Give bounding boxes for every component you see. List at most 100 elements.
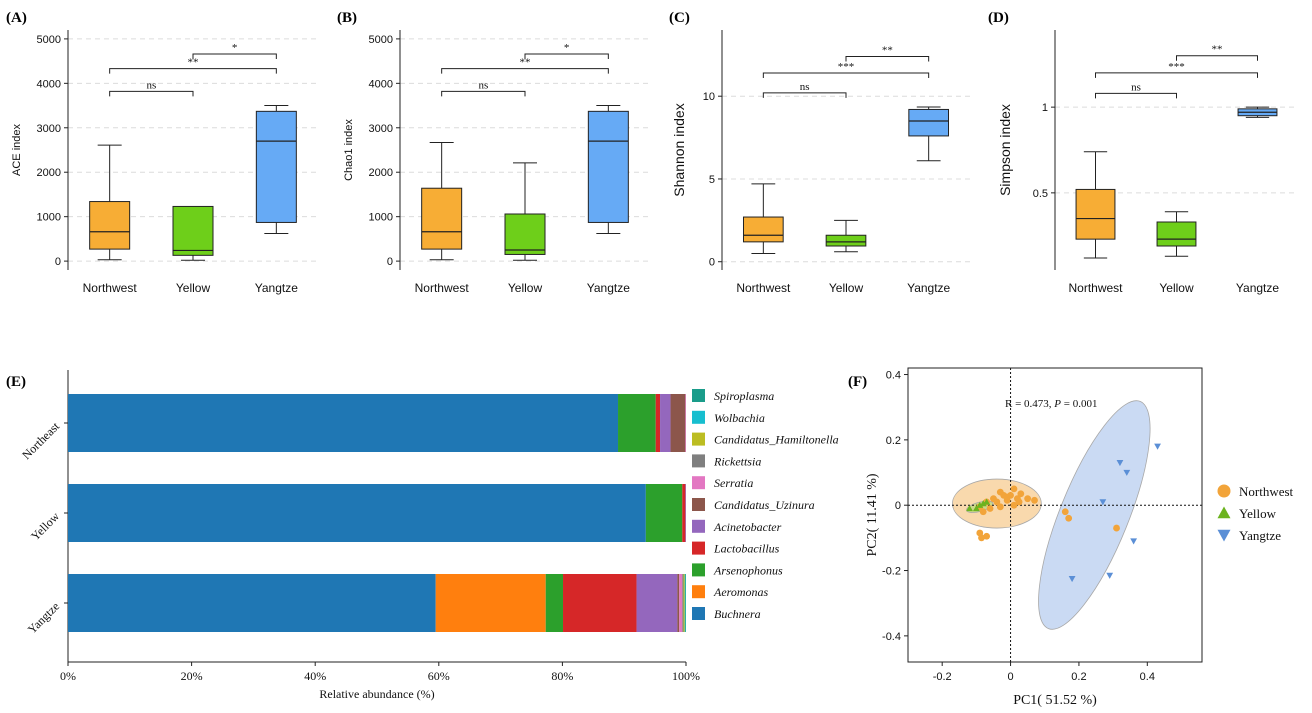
- bar-segment-candidatus-hamiltonella: [683, 574, 685, 632]
- significance-label: **: [882, 44, 893, 56]
- point-layer: [966, 443, 1161, 583]
- y-category-label: Yangtze: [25, 599, 62, 636]
- significance-bracket: [762, 92, 847, 98]
- scatter-point-northwest: [993, 498, 1001, 506]
- legend-swatch: [692, 563, 705, 577]
- legend-swatch: [692, 410, 705, 424]
- x-axis-label: Relative abundance (%): [319, 687, 434, 701]
- y-tick-label: 0.5: [1033, 188, 1048, 200]
- x-tick-label: 0.2: [1071, 671, 1086, 683]
- significance-label: ns: [1131, 81, 1141, 93]
- panel-c: (C) 0 5 10 Shannon index Northwest Yellow Yangt…: [669, 10, 970, 295]
- confidence-ellipse-yangtze: [1038, 400, 1151, 630]
- panel-label-c: (C): [669, 10, 690, 26]
- panel-b: (B) 0 1000 2000 3000 4000 5000 Chao1 index North…: [337, 10, 650, 295]
- x-tick-label: -0.2: [933, 671, 952, 683]
- significance-label: ns: [800, 81, 810, 93]
- bar-segment-lactobacillus: [682, 484, 686, 542]
- scatter-point-yellow: [966, 505, 973, 512]
- legend-label: Spiroplasma: [714, 389, 774, 403]
- bar-segment-serratia: [679, 574, 683, 632]
- legend-swatch: [692, 476, 705, 490]
- scatter-point-northwest: [996, 503, 1004, 511]
- annotation-r: R = 0.473,: [1005, 398, 1054, 410]
- bar-segment-aeromonas: [435, 574, 546, 632]
- significance-bracket: [109, 90, 194, 97]
- y-tick-label: -0.2: [882, 566, 901, 578]
- statistics-annotation: R = 0.473, P = 0.001: [1005, 398, 1098, 410]
- y-category-label: Northeast: [19, 419, 62, 462]
- legend-swatch: [692, 541, 705, 555]
- panel-e: (E) 0% 20% 40% 60% 80% 100% Relative abundance …: [6, 370, 839, 701]
- legend-label: Candidatus_Uzinura: [714, 498, 815, 512]
- legend-swatch: [692, 585, 705, 599]
- bar-segment-serratia: [685, 394, 686, 452]
- x-axis-label: PC1( 51.52 %): [1013, 693, 1097, 708]
- x-category-label: Northwest: [415, 281, 470, 295]
- scatter-point-yellow: [972, 505, 980, 512]
- x-tick-label: 0: [1007, 671, 1013, 683]
- significance-bracket: [1095, 72, 1258, 78]
- ellipse-layer: [952, 400, 1151, 630]
- panel-label-b: (B): [337, 10, 357, 26]
- bar-segment-spiroplasma: [685, 574, 686, 632]
- y-tick-label: 10: [703, 91, 715, 103]
- significance-label: **: [1212, 44, 1223, 56]
- x-category-label: Northwest: [83, 281, 138, 295]
- scatter-point-northwest: [1015, 498, 1023, 506]
- legend-swatch: [692, 519, 705, 533]
- y-tick-label: 2000: [37, 167, 61, 179]
- x-tick-label: 0%: [60, 669, 76, 683]
- scatter-point-yangtze: [1106, 572, 1114, 579]
- box-yellow: [172, 205, 214, 256]
- bar-segment-buchnera: [68, 484, 646, 542]
- y-tick-label: 1: [1042, 102, 1048, 114]
- scatter-point-northwest: [1031, 496, 1038, 504]
- x-tick-label: 80%: [551, 669, 573, 683]
- y-category-label: Yellow: [28, 509, 62, 543]
- x-tick-label: 100%: [672, 669, 700, 683]
- box-yellow: [504, 213, 546, 255]
- box-northwest: [89, 201, 131, 250]
- box-yangtze: [908, 108, 950, 137]
- bar-segment-candidatus-uzinura: [677, 574, 680, 632]
- x-category-label: Northwest: [736, 281, 791, 295]
- scatter-point-yellow: [979, 500, 987, 507]
- significance-bracket: [845, 55, 930, 62]
- scatter-point-northwest: [1024, 495, 1032, 503]
- scatter-point-yellow: [983, 498, 991, 505]
- panel-f: (F) -0.2 0 0.2 0.4 -0.4 -0.2 0 0.2 0.4 PC1( 51.52 …: [848, 367, 1294, 708]
- box-yellow: [1156, 221, 1197, 247]
- significance-bracket: [441, 68, 609, 74]
- legend-label: Arsenophonus: [713, 563, 783, 577]
- y-tick-label: 0.2: [886, 435, 901, 447]
- bar-segment-buchnera: [68, 574, 436, 632]
- bar-segment-candidatus-uzinura: [670, 394, 686, 452]
- box-northwest: [742, 216, 784, 243]
- x-category-label: Yangtze: [255, 281, 298, 295]
- scatter-point-yellow: [976, 501, 984, 508]
- significance-label: *: [232, 42, 238, 54]
- legend-swatch: [692, 389, 705, 402]
- significance-label: **: [188, 57, 199, 69]
- scatter-point-yangtze: [1154, 443, 1161, 450]
- scatter-point-northwest: [978, 534, 985, 542]
- significance-label: ns: [478, 79, 488, 91]
- scatter-point-northwest: [1010, 485, 1018, 493]
- y-axis-label: Chao1 index: [343, 119, 355, 181]
- x-category-label: Northwest: [1068, 281, 1123, 295]
- box-yangtze: [255, 110, 297, 223]
- scatter-point-northwest: [1061, 508, 1069, 516]
- significance-bracket: [1176, 55, 1258, 61]
- bar-segment-arsenophonus: [618, 394, 656, 452]
- bar-segment-arsenophonus: [545, 574, 564, 632]
- panel-label-f: (F): [848, 374, 867, 390]
- y-tick-label: 5000: [369, 34, 393, 46]
- y-tick-label: -0.4: [882, 631, 901, 643]
- scatter-point-northwest: [1010, 501, 1018, 509]
- legend-label: Yangtze: [1239, 528, 1281, 543]
- scatter-point-northwest: [983, 532, 991, 540]
- y-axis-label: ACE index: [11, 124, 23, 176]
- legend-label: Northwest: [1239, 484, 1294, 499]
- significance-bracket: [192, 53, 277, 59]
